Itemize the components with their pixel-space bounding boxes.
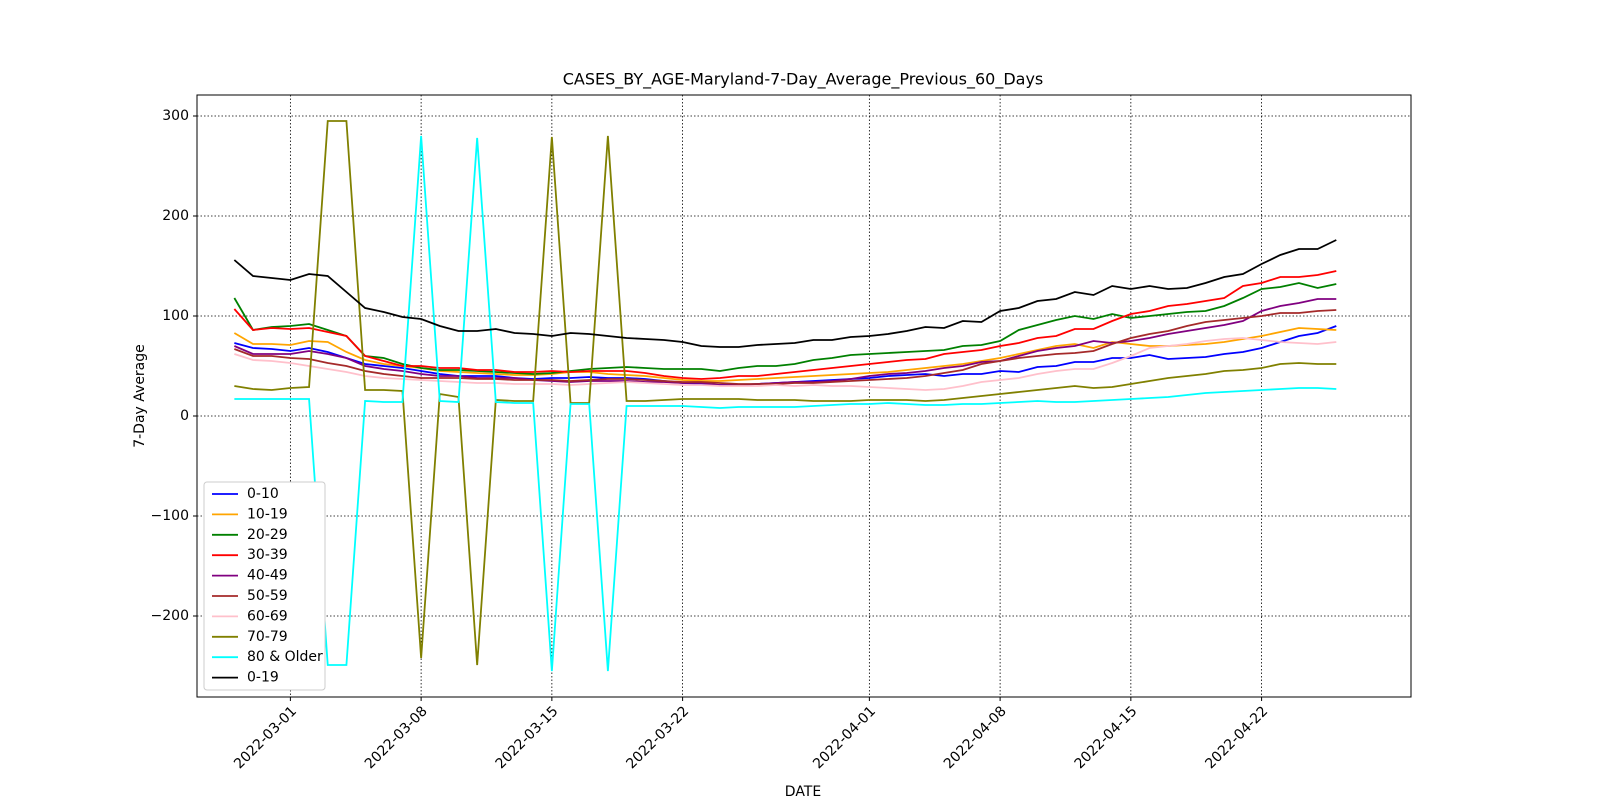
- y-tick-label: 300: [162, 108, 189, 124]
- y-axis-label: 7-Day Average: [132, 344, 148, 448]
- plot-frame: [196, 94, 1412, 698]
- legend-label: 50-59: [247, 588, 288, 604]
- y-tick-label: 100: [162, 308, 189, 324]
- series-line: [233, 298, 1337, 386]
- y-tick-label: −100: [151, 508, 189, 524]
- legend-label: 70-79: [247, 629, 288, 645]
- legend-label: 60-69: [247, 608, 288, 624]
- legend-label: 30-39: [247, 547, 288, 563]
- legend-label: 40-49: [247, 568, 288, 584]
- series-line: [233, 239, 1337, 348]
- series-line: [234, 337, 1337, 391]
- series-line: [233, 270, 1337, 380]
- series-line: [234, 120, 1337, 666]
- y-tick-label: −200: [151, 608, 189, 624]
- legend-label: 10-19: [247, 506, 288, 522]
- legend-label: 0-19: [247, 670, 279, 686]
- legend-label: 20-29: [247, 527, 288, 543]
- series-line: [233, 282, 1337, 375]
- legend-label: 80 & Older: [247, 649, 323, 665]
- chart-title: CASES_BY_AGE-Maryland-7-Day_Average_Prev…: [563, 70, 1044, 90]
- series-line: [234, 135, 1337, 672]
- y-tick-label: 200: [162, 208, 189, 224]
- y-tick-label: 0: [180, 408, 189, 424]
- legend-label: 0-10: [247, 486, 279, 502]
- series-line: [234, 309, 1337, 385]
- x-axis-label: DATE: [785, 784, 821, 800]
